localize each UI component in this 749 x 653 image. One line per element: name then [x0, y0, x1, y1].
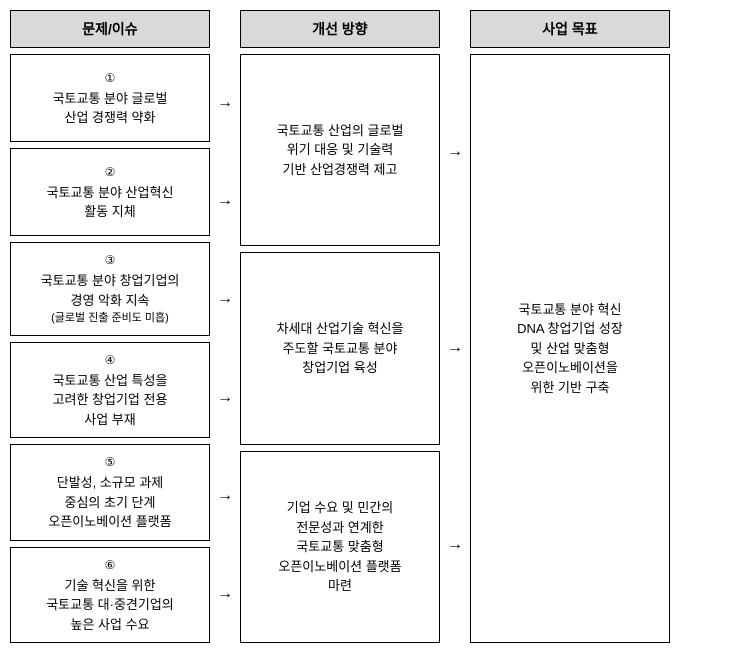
arrow-icon: → [217, 390, 233, 406]
direction-3: 기업 수요 및 민간의전문성과 연계한국토교통 맞춤형오픈이노베이션 플랫폼마련 [240, 451, 440, 643]
issue-1: ① 국토교통 분야 글로벌산업 경쟁력 약화 [10, 54, 210, 142]
arrows-1-2: → → → → → → [210, 10, 240, 643]
direction-text: 기업 수요 및 민간의전문성과 연계한국토교통 맞춤형오픈이노베이션 플랫폼마련 [278, 498, 401, 596]
issue-text: 국토교통 분야 글로벌산업 경쟁력 약화 [53, 89, 168, 128]
issue-6: ⑥ 기술 혁신을 위한국토교통 대·중견기업의높은 사업 수요 [10, 547, 210, 644]
issue-text: 기술 혁신을 위한국토교통 대·중견기업의높은 사업 수요 [46, 576, 174, 635]
goal-cell: 국토교통 분야 혁신DNA 창업기업 성장및 산업 맞춤형오픈이노베이션을위한 … [470, 54, 670, 643]
flow-diagram: 문제/이슈 ① 국토교통 분야 글로벌산업 경쟁력 약화 ② 국토교통 분야 산… [10, 10, 739, 643]
direction-2: 차세대 산업기술 혁신을주도할 국토교통 분야창업기업 육성 [240, 252, 440, 444]
direction-text: 국토교통 산업의 글로벌위기 대응 및 기술력기반 산업경쟁력 제고 [277, 121, 404, 180]
arrow-icon: → [447, 340, 463, 356]
arrow-icon: → [447, 144, 463, 160]
issue-5: ⑤ 단발성, 소규모 과제중심의 초기 단계오픈이노베이션 플랫폼 [10, 444, 210, 541]
direction-text: 차세대 산업기술 혁신을주도할 국토교통 분야창업기업 육성 [277, 319, 404, 378]
issues-column: 문제/이슈 ① 국토교통 분야 글로벌산업 경쟁력 약화 ② 국토교통 분야 산… [10, 10, 210, 643]
issue-2: ② 국토교통 분야 산업혁신활동 지체 [10, 148, 210, 236]
issue-num: ③ [105, 251, 116, 269]
arrow-icon: → [217, 488, 233, 504]
issue-num: ① [105, 69, 116, 87]
arrow-icon: → [217, 291, 233, 307]
issue-4: ④ 국토교통 산업 특성을고려한 창업기업 전용사업 부재 [10, 342, 210, 439]
directions-column: 개선 방향 국토교통 산업의 글로벌위기 대응 및 기술력기반 산업경쟁력 제고… [240, 10, 440, 643]
issues-header: 문제/이슈 [10, 10, 210, 48]
arrows-2-3: → → → [440, 10, 470, 643]
directions-header: 개선 방향 [240, 10, 440, 48]
issue-3: ③ 국토교통 분야 창업기업의경영 악화 지속 (글로벌 진출 준비도 미흡) [10, 242, 210, 336]
issue-sub: (글로벌 진출 준비도 미흡) [51, 310, 169, 327]
issue-num: ④ [105, 351, 116, 369]
arrow-icon: → [447, 537, 463, 553]
arrow-icon: → [217, 95, 233, 111]
issue-text: 단발성, 소규모 과제중심의 초기 단계오픈이노베이션 플랫폼 [48, 473, 171, 532]
goal-text: 국토교통 분야 혁신DNA 창업기업 성장및 산업 맞춤형오픈이노베이션을위한 … [517, 300, 623, 398]
goal-header: 사업 목표 [470, 10, 670, 48]
goal-column: 사업 목표 국토교통 분야 혁신DNA 창업기업 성장및 산업 맞춤형오픈이노베… [470, 10, 670, 643]
issue-text: 국토교통 산업 특성을고려한 창업기업 전용사업 부재 [53, 371, 168, 430]
issue-num: ② [105, 163, 116, 181]
issue-text: 국토교통 분야 창업기업의경영 악화 지속 [41, 271, 180, 310]
issue-text: 국토교통 분야 산업혁신활동 지체 [47, 183, 174, 222]
arrow-icon: → [217, 586, 233, 602]
issue-num: ⑥ [105, 556, 116, 574]
arrow-icon: → [217, 193, 233, 209]
direction-1: 국토교통 산업의 글로벌위기 대응 및 기술력기반 산업경쟁력 제고 [240, 54, 440, 246]
issue-num: ⑤ [105, 453, 116, 471]
